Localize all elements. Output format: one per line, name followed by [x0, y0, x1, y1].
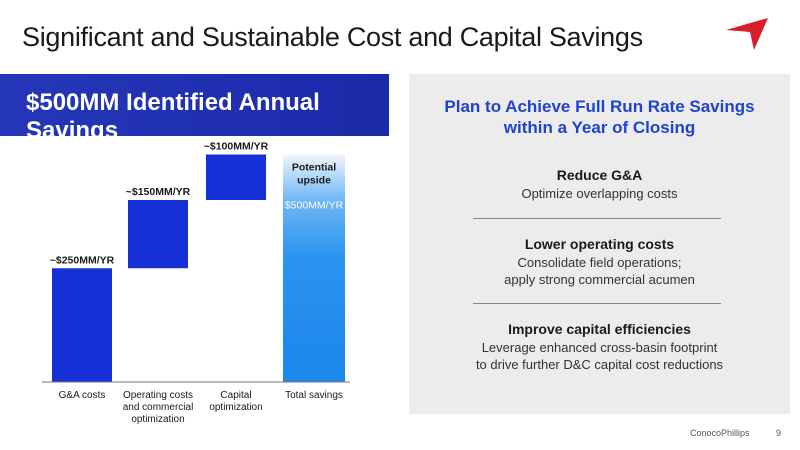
item-desc-opex-line2: apply strong commercial acumen	[504, 272, 695, 287]
panel-divider	[473, 303, 721, 304]
item-title-ga: Reduce G&A	[556, 167, 643, 183]
bar-step-1	[128, 200, 188, 269]
data-label-total: $500MM/YR	[285, 200, 344, 212]
total-annotation-line: upside	[297, 175, 331, 187]
panel-heading-line1: Plan to Achieve Full Run Rate Savings	[444, 97, 755, 116]
item-desc-opex-line1: Consolidate field operations;	[517, 255, 682, 270]
panel-divider	[473, 218, 721, 219]
savings-banner: $500MM Identified Annual Savings	[0, 74, 389, 144]
category-label: Capital	[220, 390, 251, 401]
item-desc-capital-line1: Leverage enhanced cross-basin footprint	[481, 340, 718, 355]
category-label: G&A costs	[59, 390, 106, 401]
total-annotation-line: Potential	[292, 162, 336, 174]
item-desc-ga-line1: Optimize overlapping costs	[521, 186, 678, 201]
banner-text: $500MM Identified Annual Savings	[26, 89, 320, 144]
conocophillips-logo-icon	[726, 18, 768, 50]
item-title-capital: Improve capital efficiencies	[508, 321, 691, 337]
data-label-step-2: ~$100MM/YR	[204, 141, 269, 153]
item-title-opex: Lower operating costs	[524, 236, 675, 252]
page-number: 9	[776, 428, 782, 438]
plan-panel: Plan to Achieve Full Run Rate Savings wi…	[409, 74, 790, 414]
bar-step-2	[206, 154, 266, 200]
category-label: Total savings	[285, 390, 343, 401]
bar-total-savings	[283, 154, 345, 382]
data-label-step-1: ~$150MM/YR	[126, 186, 191, 198]
category-label: Operating costs	[123, 390, 193, 401]
slide-title: Significant and Sustainable Cost and Cap…	[22, 22, 643, 52]
bar-step-0	[52, 268, 112, 382]
category-label: and commercial	[123, 402, 194, 413]
data-label-step-0: ~$250MM/YR	[50, 254, 115, 266]
category-label: optimization	[131, 414, 184, 425]
item-desc-capital-line2: to drive further D&C capital cost reduct…	[475, 357, 724, 372]
panel-heading-line2: within a Year of Closing	[503, 118, 696, 137]
category-label: optimization	[209, 402, 262, 413]
footer-company: ConocoPhillips	[690, 428, 750, 438]
